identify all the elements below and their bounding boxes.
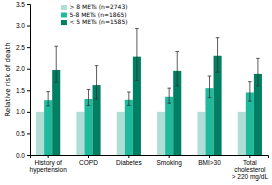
y-tick-mark [27, 69, 30, 70]
legend-label: > 8 METs (n=2743) [69, 3, 127, 10]
x-tick: COPD [79, 155, 98, 166]
y-tick-label: 0.5 [16, 130, 25, 137]
bar [165, 97, 173, 155]
legend-label: < 5 METs (n=1585) [69, 18, 127, 25]
y-tick-label: 1.5 [16, 87, 25, 94]
error-bar [46, 92, 50, 106]
error-bar [208, 76, 212, 98]
y-tick-label: 2.0 [16, 65, 25, 72]
x-tick-mark [169, 155, 170, 158]
bar [36, 112, 44, 155]
bar [84, 99, 92, 155]
y-tick-label: 3.0 [16, 22, 25, 29]
x-tick-label: Totalcholesterol> 220 mg/dL [232, 159, 269, 181]
bar [238, 112, 246, 155]
y-tick-mark [27, 90, 30, 91]
y-axis-title: Relative risk of death [4, 42, 12, 116]
x-tick-label: Diabetes [116, 159, 142, 166]
y-tick: 0.0 [16, 152, 30, 159]
x-tick-label-line: BMI>30 [198, 159, 221, 166]
x-tick-label: Smoking [157, 159, 183, 167]
x-tick-label: BMI>30 [198, 159, 221, 166]
x-tick-label-line: cholesterol [234, 166, 266, 173]
y-tick-mark [27, 47, 30, 48]
y-tick: 2.0 [16, 65, 30, 72]
x-tick-mark [209, 155, 210, 158]
x-tick: BMI>30 [198, 155, 221, 166]
y-tick-label: 3.5 [16, 1, 25, 8]
x-tick: History ofhypertension [30, 155, 68, 174]
x-tick: Diabetes [116, 155, 142, 166]
legend: > 8 METs (n=2743)5-8 METs (n=1865)< 5 ME… [61, 3, 128, 25]
error-bar [248, 82, 252, 101]
x-tick-label-line: Total [243, 159, 257, 166]
error-bar [216, 38, 220, 73]
legend-swatch [61, 20, 67, 25]
y-tick: 2.5 [16, 44, 30, 51]
x-tick-label-line: > 220 mg/dL [232, 173, 269, 181]
bar [76, 112, 84, 155]
y-tick: 3.5 [16, 1, 30, 8]
error-bar [175, 51, 179, 86]
y-tick-mark [27, 133, 30, 134]
legend-item: < 5 METs (n=1585) [61, 18, 128, 25]
chart: 0.0 0.5 1.0 1.5 2.0 2.5 3.0 3.5 History ofhypert… [0, 0, 272, 185]
bar [117, 112, 125, 155]
y-tick-mark [27, 155, 30, 156]
y-tick: 1.5 [16, 87, 30, 94]
error-bar [135, 29, 139, 81]
bar [205, 88, 213, 155]
y-tick-label: 0.0 [16, 152, 25, 159]
legend-label: 5-8 METs (n=1865) [69, 11, 126, 18]
x-tick-label-line: Diabetes [116, 159, 142, 166]
x-axis: History ofhypertension COPD Diabetes Smokin… [30, 155, 269, 181]
error-bar [54, 46, 58, 82]
x-axis-line [31, 156, 269, 159]
y-tick-label: 2.5 [16, 44, 25, 51]
y-tick: 1.0 [16, 108, 30, 115]
legend-item: 5-8 METs (n=1865) [61, 11, 127, 18]
x-tick-mark [88, 155, 89, 158]
plot: 0.0 0.5 1.0 1.5 2.0 2.5 3.0 3.5 History ofhypert… [16, 1, 269, 181]
x-tick-label: History ofhypertension [30, 159, 68, 174]
legend-swatch [61, 13, 67, 18]
bar-series [44, 76, 254, 155]
legend-swatch [61, 5, 67, 10]
marks [36, 29, 262, 155]
bar [125, 100, 133, 155]
x-tick-label: COPD [79, 159, 98, 166]
x-tick-mark [128, 155, 129, 158]
y-tick-mark [27, 26, 30, 27]
x-tick-label-line: hypertension [30, 166, 68, 174]
bar-series [52, 29, 262, 155]
x-tick-mark [48, 155, 49, 158]
bar [246, 92, 254, 155]
y-tick-mark [27, 4, 30, 5]
error-bar [167, 88, 171, 103]
y-tick: 3.0 [16, 22, 30, 29]
x-tick-mark [249, 155, 250, 158]
bar [197, 112, 205, 155]
y-tick-label: 1.0 [16, 108, 25, 115]
error-bar [256, 58, 260, 86]
error-bar [95, 66, 99, 99]
y-tick: 0.5 [16, 130, 30, 137]
error-bar [87, 89, 91, 105]
bar [44, 100, 52, 155]
x-tick-label-line: Smoking [157, 159, 183, 167]
x-tick-label-line: COPD [79, 159, 98, 166]
legend-item: > 8 METs (n=2743) [61, 3, 128, 10]
x-tick: Smoking [157, 155, 183, 167]
bar [157, 112, 165, 155]
x-tick: Totalcholesterol> 220 mg/dL [232, 155, 269, 181]
bar [52, 70, 60, 155]
error-bar [127, 92, 131, 105]
y-tick-mark [27, 112, 30, 113]
y-axis: 0.0 0.5 1.0 1.5 2.0 2.5 3.0 3.5 [16, 1, 31, 159]
y-axis-line [27, 5, 31, 156]
